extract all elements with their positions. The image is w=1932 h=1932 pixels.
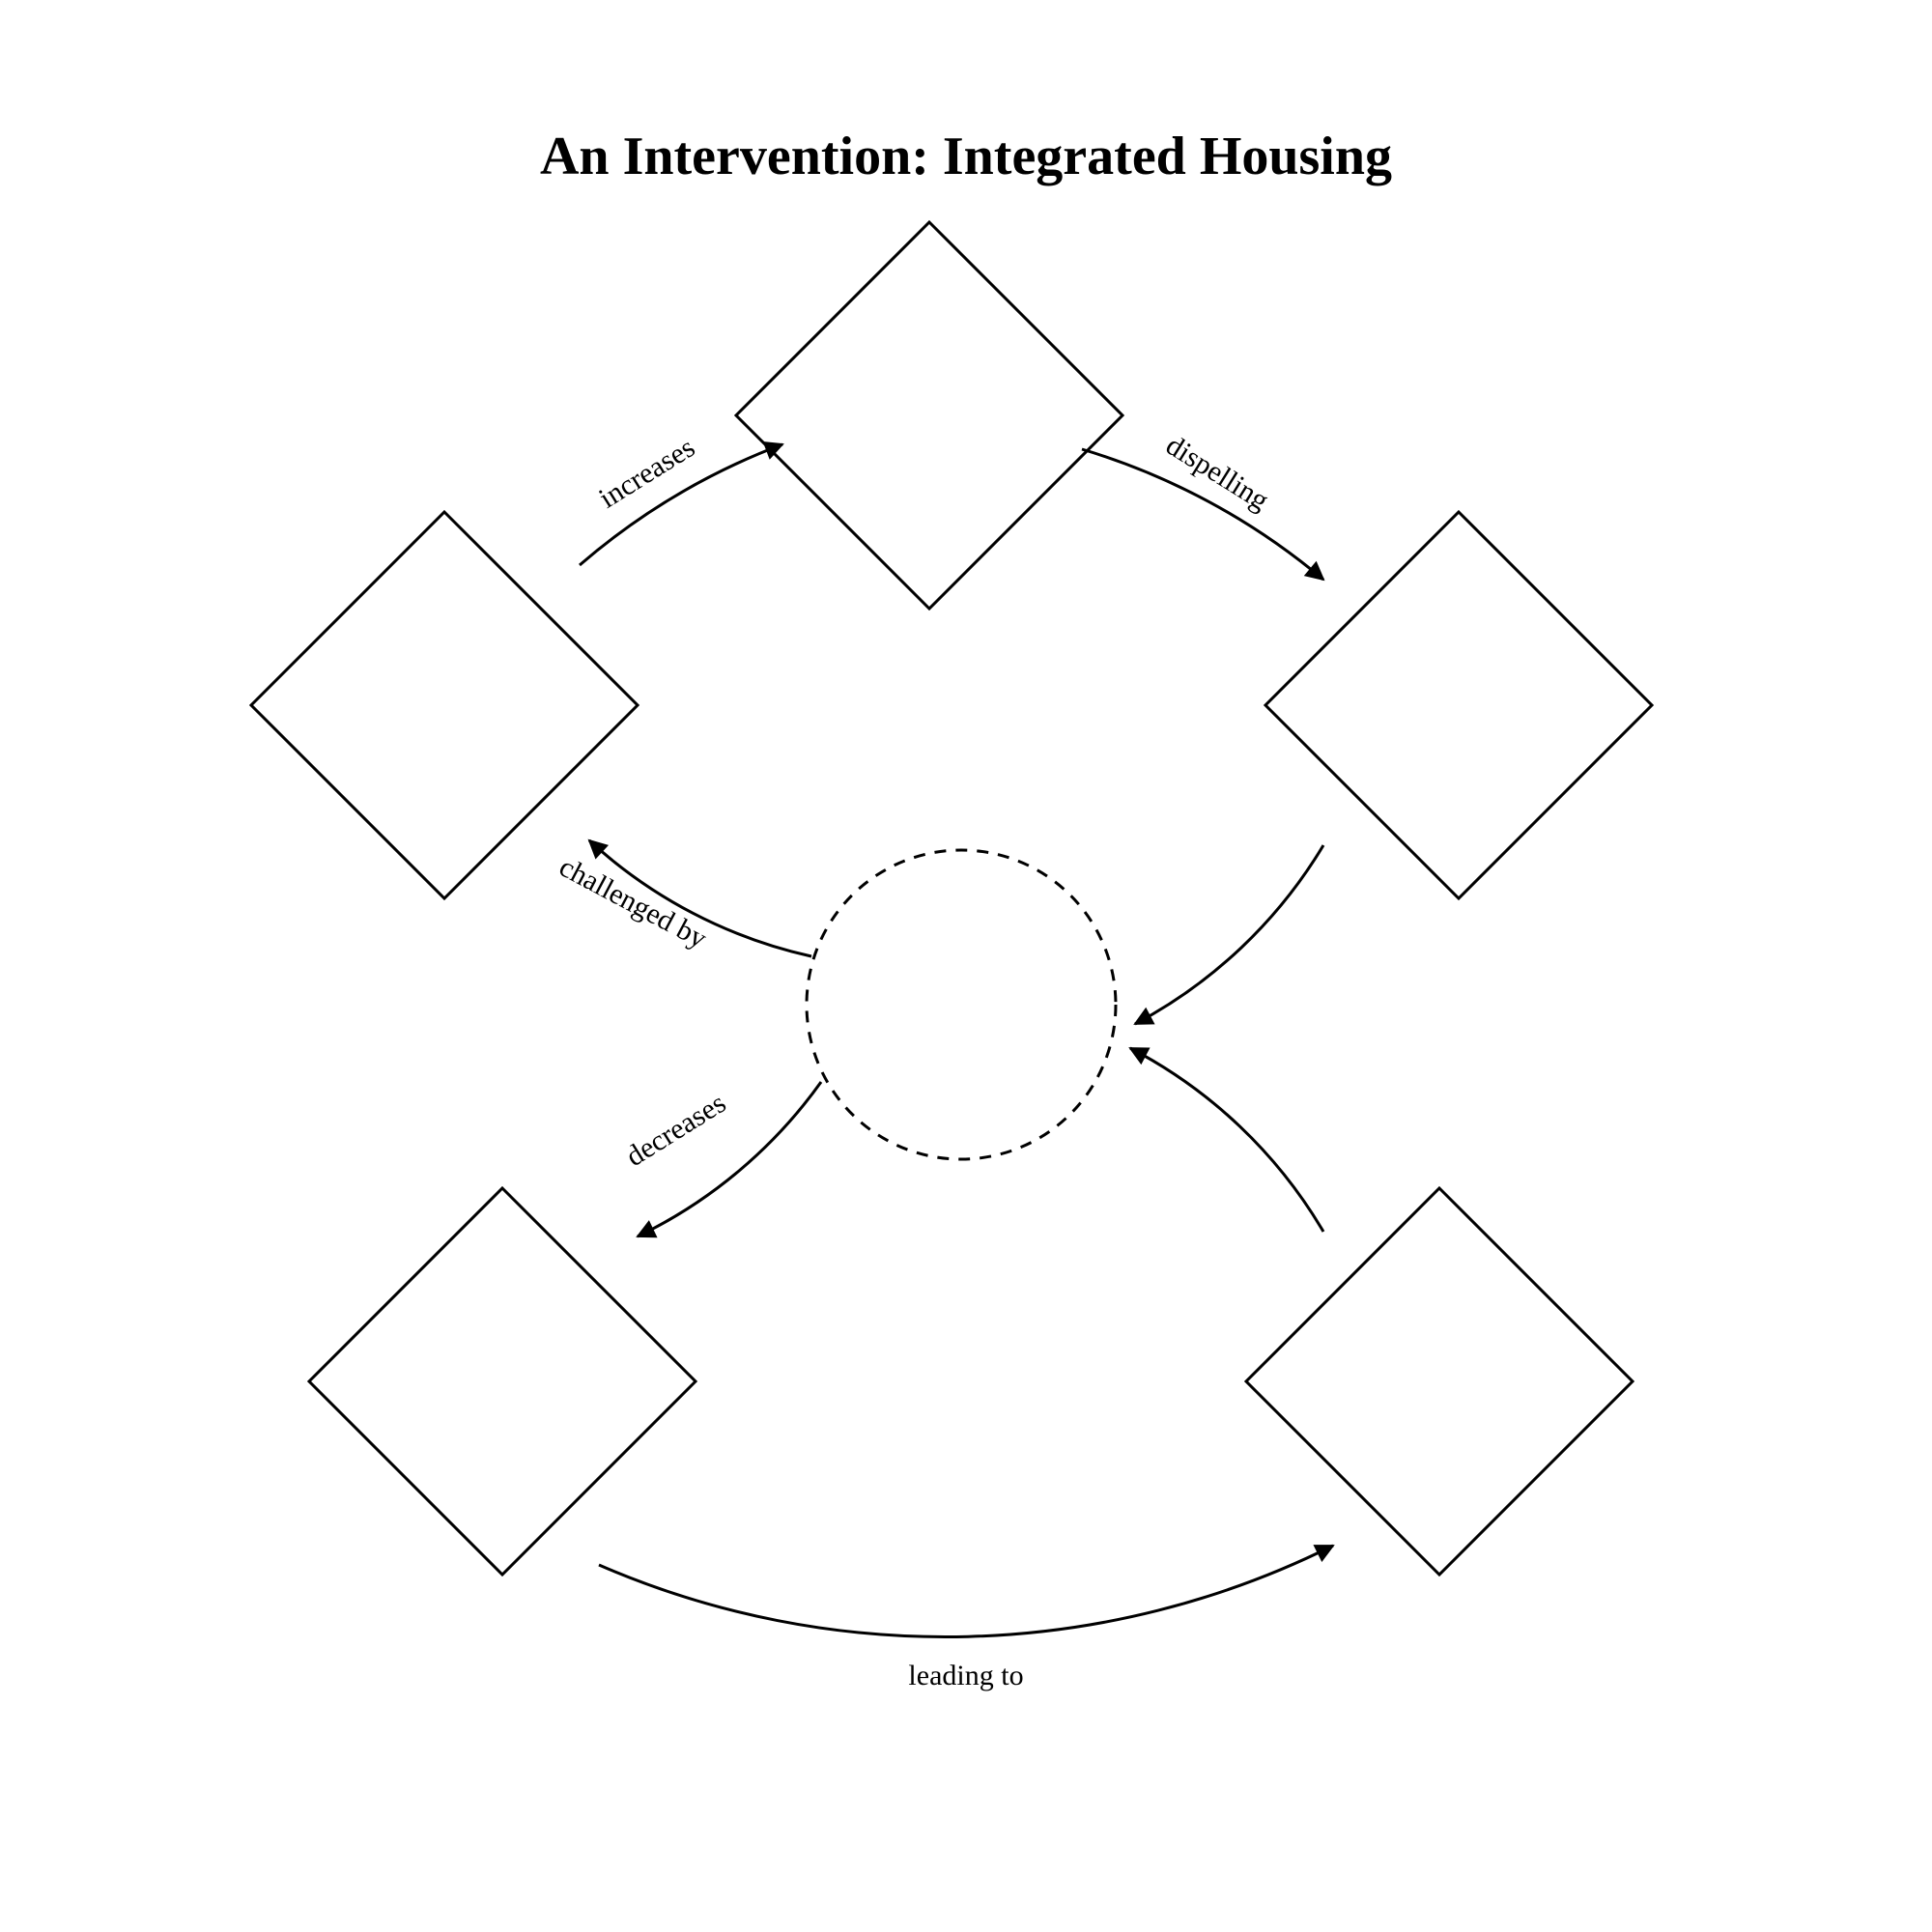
diagram-svg <box>0 0 1932 1932</box>
diagram-stage: { "canvas": { "width": 2000, "height": 2… <box>0 0 1932 1932</box>
